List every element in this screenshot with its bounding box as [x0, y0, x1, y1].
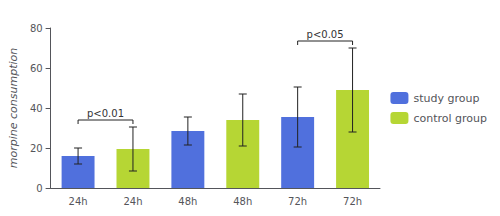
svg-text:control group: control group	[413, 112, 487, 125]
svg-text:20: 20	[30, 143, 43, 154]
svg-text:p<0.05: p<0.05	[307, 29, 344, 40]
svg-text:48h: 48h	[178, 196, 197, 207]
svg-text:study group: study group	[413, 92, 479, 105]
svg-text:60: 60	[30, 63, 43, 74]
svg-text:40: 40	[30, 103, 43, 114]
svg-text:48h: 48h	[233, 196, 252, 207]
svg-text:p<0.01: p<0.01	[87, 108, 124, 119]
svg-text:24h: 24h	[69, 196, 88, 207]
svg-text:72h: 72h	[288, 196, 307, 207]
svg-text:72h: 72h	[343, 196, 362, 207]
svg-text:morpine consumption: morpine consumption	[7, 48, 20, 168]
svg-text:0: 0	[36, 183, 42, 194]
svg-text:80: 80	[30, 23, 43, 34]
svg-text:24h: 24h	[123, 196, 142, 207]
